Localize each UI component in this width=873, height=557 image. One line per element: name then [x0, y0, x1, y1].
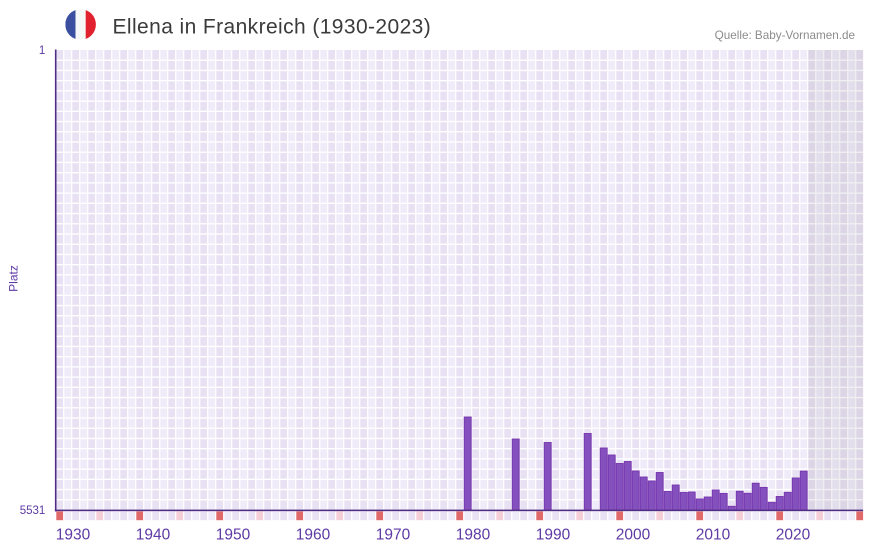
svg-text:Ellena in Frankreich (1930-202: Ellena in Frankreich (1930-2023)	[113, 15, 432, 38]
svg-text:1950: 1950	[216, 527, 251, 544]
svg-text:5531: 5531	[20, 505, 46, 517]
svg-text:1: 1	[39, 45, 45, 57]
svg-text:1970: 1970	[376, 527, 411, 544]
svg-text:1980: 1980	[456, 527, 491, 544]
svg-text:Quelle: Baby-Vornamen.de: Quelle: Baby-Vornamen.de	[715, 29, 855, 42]
svg-text:Platz: Platz	[7, 265, 21, 292]
svg-text:1930: 1930	[56, 527, 91, 544]
svg-text:1960: 1960	[296, 527, 331, 544]
svg-text:2020: 2020	[776, 527, 811, 544]
svg-text:1990: 1990	[536, 527, 571, 544]
svg-text:1940: 1940	[136, 527, 171, 544]
svg-text:2000: 2000	[616, 527, 651, 544]
svg-text:2010: 2010	[696, 527, 731, 544]
